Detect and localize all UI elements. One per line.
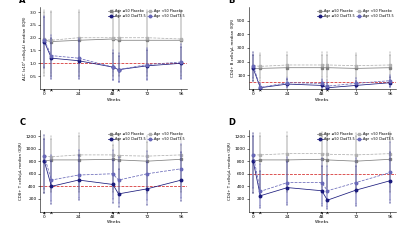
X-axis label: Weeks: Weeks bbox=[106, 98, 121, 102]
Y-axis label: CD4+ T cells/μL median (IQR): CD4+ T cells/μL median (IQR) bbox=[228, 141, 232, 200]
Y-axis label: CD4+ B cells/μL median (IQR): CD4+ B cells/μL median (IQR) bbox=[231, 19, 235, 77]
X-axis label: Weeks: Weeks bbox=[315, 220, 330, 224]
Legend: Age ≥50 Placebo, Age ≥50 CladT3.5, Age <50 Placebo, Age <50 CladT3.5: Age ≥50 Placebo, Age ≥50 CladT3.5, Age <… bbox=[317, 131, 394, 141]
Legend: Age ≥50 Placebo, Age ≥50 CladT3.5, Age <50 Placebo, Age <50 CladT3.5: Age ≥50 Placebo, Age ≥50 CladT3.5, Age <… bbox=[317, 9, 394, 18]
Legend: Age ≥50 Placebo, Age ≥50 CladT3.5, Age <50 Placebo, Age <50 CladT3.5: Age ≥50 Placebo, Age ≥50 CladT3.5, Age <… bbox=[108, 131, 186, 141]
Legend: Age ≥50 Placebo, Age ≥50 CladT3.5, Age <50 Placebo, Age <50 CladT3.5: Age ≥50 Placebo, Age ≥50 CladT3.5, Age <… bbox=[108, 9, 186, 18]
Text: C: C bbox=[20, 118, 26, 127]
Text: A: A bbox=[20, 0, 26, 5]
Text: B: B bbox=[228, 0, 235, 5]
Y-axis label: CD8+ T cells/μL median (IQR): CD8+ T cells/μL median (IQR) bbox=[20, 141, 24, 200]
Text: D: D bbox=[228, 118, 235, 127]
Y-axis label: ALC (x10³ cells/μL) median (IQR): ALC (x10³ cells/μL) median (IQR) bbox=[23, 16, 28, 80]
X-axis label: Weeks: Weeks bbox=[315, 98, 330, 102]
X-axis label: Weeks: Weeks bbox=[106, 220, 121, 224]
